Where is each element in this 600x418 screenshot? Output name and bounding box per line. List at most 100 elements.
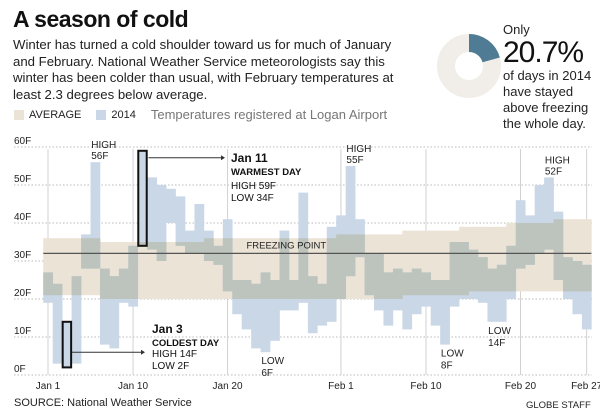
- average-bar: [421, 230, 432, 296]
- temperature-bar: [62, 321, 72, 368]
- average-bar: [440, 230, 450, 296]
- overlap-bar: [477, 257, 488, 292]
- warmest-high: HIGH 59F: [231, 181, 276, 192]
- overlap-bar: [459, 242, 469, 296]
- overlap-bar: [43, 272, 54, 296]
- overlap-bar: [326, 238, 337, 299]
- callout-value: 20.7%: [503, 36, 584, 69]
- callout-prefix: Only: [503, 22, 530, 37]
- temperature-bar: [260, 272, 271, 353]
- temperature-bar: [496, 264, 507, 322]
- annotation-high-value: 55F: [346, 155, 363, 166]
- average-bar: [241, 238, 252, 299]
- overlap-bar: [563, 257, 573, 292]
- average-bar: [194, 242, 205, 299]
- average-bar: [563, 219, 573, 292]
- temperature-bar: [175, 196, 186, 246]
- average-bar: [203, 238, 214, 299]
- coldest-title: COLDEST DAY: [152, 338, 220, 349]
- temperature-bar: [166, 188, 176, 223]
- temperature-bar: [52, 283, 63, 364]
- average-bar: [581, 219, 592, 292]
- x-tick-label: Feb 20: [505, 381, 537, 392]
- average-bar: [166, 242, 176, 299]
- chart-title: A season of cold: [13, 6, 189, 32]
- average-bar: [572, 219, 583, 292]
- temperature-bar: [307, 276, 318, 334]
- overlap-bar: [515, 223, 526, 269]
- arrow-icon: [141, 349, 145, 355]
- temperature-bar: [147, 177, 157, 250]
- overlap-bar: [430, 280, 441, 296]
- overlap-bar: [317, 283, 328, 299]
- overlap-bar: [383, 272, 394, 299]
- y-tick-label: 0F: [14, 364, 26, 375]
- average-bar: [430, 230, 441, 296]
- y-tick-label: 60F: [14, 136, 31, 147]
- arrow-icon: [221, 155, 225, 161]
- overlap-bar: [374, 253, 384, 299]
- temperature-bar: [440, 280, 450, 345]
- overlap-bar: [128, 245, 139, 299]
- average-bar: [402, 230, 413, 296]
- overlap-bar: [581, 264, 592, 292]
- coldest-date: Jan 3: [152, 322, 183, 336]
- temperature-bar: [71, 276, 82, 364]
- y-tick-label: 30F: [14, 250, 31, 261]
- temperature-bar: [194, 204, 205, 254]
- overlap-bar: [213, 245, 224, 265]
- annotation-high-label: HIGH: [346, 144, 371, 155]
- temperature-bar: [241, 280, 252, 330]
- temperature-bar: [487, 268, 498, 322]
- temperature-bar: [156, 185, 167, 261]
- average-bar: [411, 230, 422, 296]
- average-bar: [487, 226, 498, 292]
- overlap-bar: [241, 280, 252, 299]
- overlap-bar: [251, 283, 261, 299]
- overlap-bar: [421, 272, 432, 296]
- overlap-bar: [147, 242, 157, 250]
- average-bar: [288, 238, 299, 299]
- temperature-bar: [90, 162, 101, 269]
- overlap-bar: [270, 280, 280, 299]
- credit: GLOBE STAFF: [526, 400, 591, 411]
- legend-swatch-2014: [96, 109, 107, 120]
- x-tick-label: Jan 20: [213, 381, 243, 392]
- overlap-bar: [71, 276, 82, 296]
- overlap-bar: [506, 245, 517, 292]
- warmest-date: Jan 11: [231, 151, 268, 165]
- overlap-bar: [298, 238, 309, 299]
- temperature-bar: [109, 276, 120, 349]
- average-bar: [109, 242, 120, 299]
- overlap-bar: [137, 242, 148, 246]
- temperature-bar: [270, 280, 280, 341]
- overlap-bar: [99, 268, 110, 299]
- average-bar: [71, 238, 82, 296]
- warmest-low: LOW 34F: [231, 193, 274, 204]
- annotation-low-value: 6F: [261, 368, 273, 379]
- legend-swatch-average: [14, 109, 24, 120]
- overlap-bar: [440, 280, 450, 296]
- legend-note: Temperatures registered at Logan Airport: [150, 107, 388, 122]
- coldest-high: HIGH 14F: [152, 349, 197, 360]
- y-tick-label: 50F: [14, 174, 31, 185]
- donut-chart: [437, 34, 501, 98]
- overlap-bar: [525, 223, 535, 265]
- temperature-bar: [99, 268, 110, 345]
- average-bar: [137, 242, 148, 299]
- x-tick-label: Feb 27: [571, 381, 600, 392]
- x-tick-label: Feb 1: [328, 381, 354, 392]
- temperature-bar: [137, 150, 148, 246]
- callout: Only 20.7% of days in 2014 have stayed a…: [503, 22, 598, 132]
- average-bar: [147, 242, 157, 299]
- callout-text: of days in 2014 have stayed above freezi…: [503, 68, 592, 131]
- overlap-bar: [232, 280, 243, 299]
- average-bar: [156, 242, 167, 299]
- overlap-bar: [222, 238, 233, 292]
- overlap-bar: [402, 272, 413, 296]
- annotation-low-value: 14F: [488, 338, 505, 349]
- average-bar: [317, 238, 328, 299]
- donut-segment-above-freezing: [468, 34, 500, 63]
- average-bar: [232, 238, 243, 299]
- annotation-high-label: HIGH: [91, 140, 116, 151]
